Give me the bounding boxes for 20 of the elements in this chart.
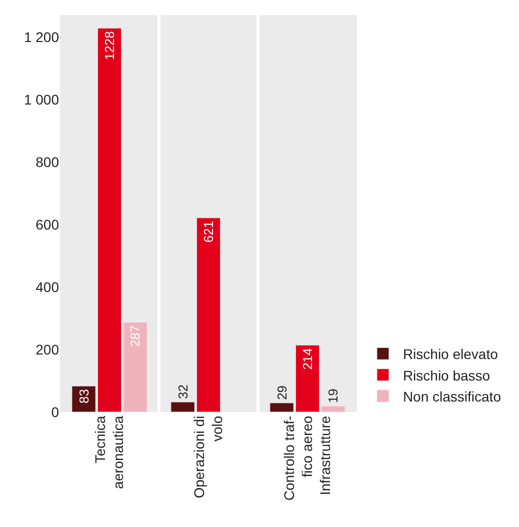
data-label: 1228 [102,31,117,60]
legend-label: Rischio elevato [402,346,498,362]
data-label: 32 [175,384,190,399]
y-tick-label: 800 [36,154,60,170]
legend-label: Rischio basso [402,367,490,384]
y-tick-label: 0 [51,404,60,420]
y-tick-label: 200 [36,341,60,358]
x-tick-label: Tecnica aeronautica [92,416,126,489]
y-tick-label: 400 [36,278,60,295]
y-tick-label: 600 [36,216,60,232]
y-tick-label: 1 200 [24,28,60,45]
data-label: 19 [326,388,341,404]
legend-label: Non classificato [402,388,502,404]
data-label: 621 [201,220,216,243]
data-label: 287 [128,325,143,347]
data-label: 83 [76,389,92,404]
data-label: 29 [274,385,290,400]
y-tick-label: 1 000 [24,91,60,108]
data-label: 214 [300,348,315,370]
x-tick-label: Operazioni di volo [190,416,226,498]
